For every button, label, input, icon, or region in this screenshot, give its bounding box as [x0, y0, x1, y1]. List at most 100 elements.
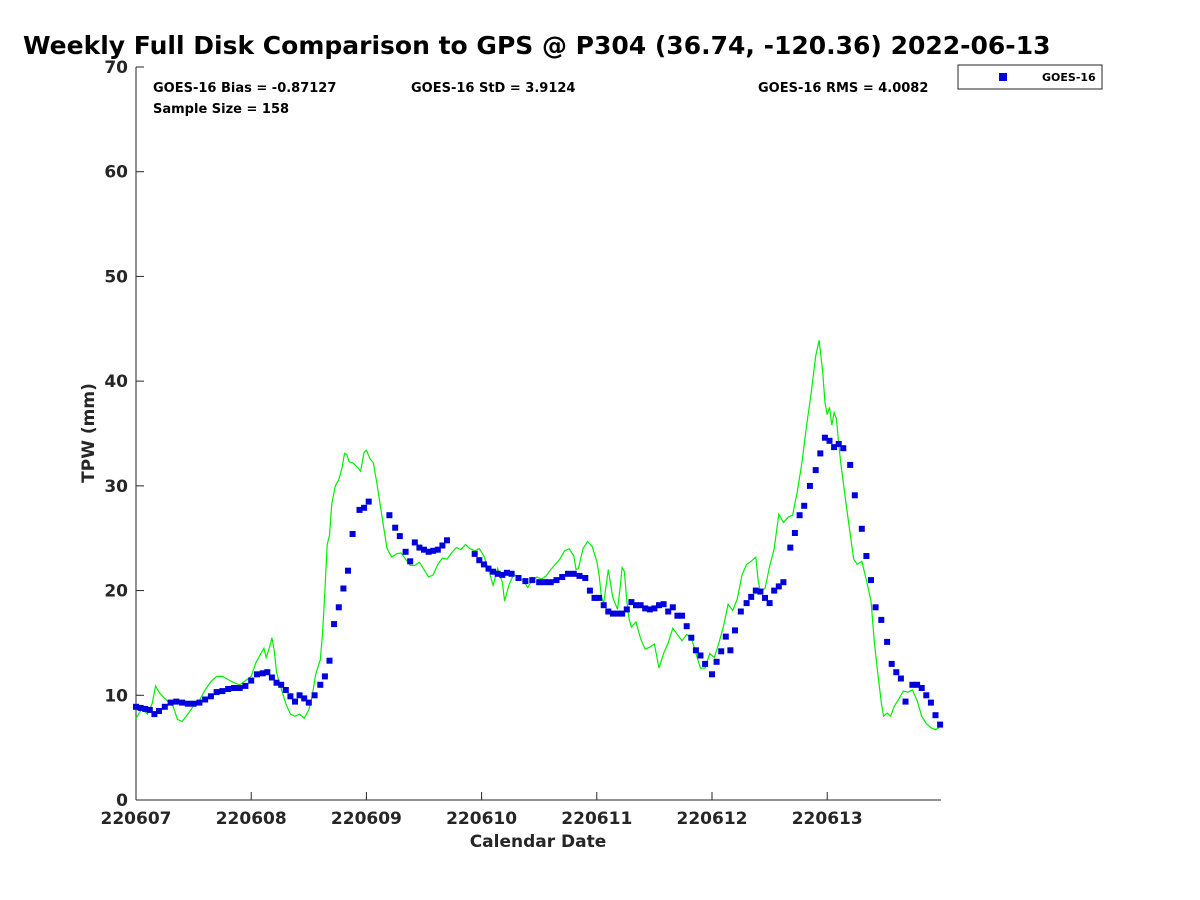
goes16-point [278, 681, 285, 688]
goes16-point [349, 531, 356, 537]
goes16-point [146, 706, 153, 713]
sample-size-stat: Sample Size = 158 [153, 102, 289, 117]
goes16-point [151, 711, 158, 718]
goes16-point [812, 467, 819, 474]
goes16-point [553, 577, 560, 584]
goes16-point [766, 600, 773, 607]
goes16-point [722, 633, 729, 640]
goes16-point [331, 621, 338, 628]
std-stat: GOES-16 StD = 3.9124 [411, 81, 575, 96]
legend: GOES-16 [957, 64, 1103, 90]
goes16-point [142, 705, 149, 712]
goes16-point [826, 437, 833, 444]
goes16-point [669, 604, 676, 611]
goes16-point [821, 434, 828, 441]
goes16-point [296, 692, 303, 699]
goes16-point [923, 692, 930, 699]
goes16-point [402, 548, 409, 555]
goes16-point [771, 587, 778, 594]
goes16-point [660, 601, 667, 608]
goes16-point [407, 558, 414, 565]
goes16-point [863, 553, 870, 559]
goes16-point [326, 657, 333, 664]
goes16-point [674, 612, 681, 619]
goes16-point [878, 616, 885, 623]
y-axis-label: TPW (mm) [79, 383, 99, 483]
goes16-point [851, 492, 858, 499]
goes16-point [273, 679, 280, 686]
goes16-point [268, 674, 275, 681]
goes16-point [937, 721, 944, 728]
goes16-point [656, 602, 662, 609]
goes16-point [133, 703, 139, 710]
goes16-point [499, 571, 506, 578]
goes16-point [219, 688, 226, 695]
goes16-point [248, 677, 255, 684]
goes16-point [835, 441, 842, 447]
goes16-point [356, 506, 363, 513]
goes16-point [609, 610, 616, 617]
goes16-point [801, 502, 808, 509]
goes16-point [416, 544, 423, 551]
goes16-point [796, 512, 803, 519]
goes16-point [225, 686, 232, 692]
goes16-points [133, 434, 944, 728]
goes16-point [872, 604, 879, 611]
goes16-point [932, 712, 939, 719]
goes16-point [335, 604, 342, 611]
goes16-point [868, 577, 874, 584]
goes16-point [633, 602, 639, 609]
goes16-point [646, 606, 653, 613]
goes16-point [317, 681, 324, 688]
goes16-point [242, 682, 249, 689]
goes16-point [396, 533, 403, 540]
x-tick-label: 220608 [216, 809, 287, 829]
goes16-point [259, 670, 266, 677]
goes16-point [787, 544, 794, 551]
y-tick-label: 10 [104, 686, 128, 706]
x-tick-label: 220609 [331, 809, 402, 829]
goes16-point [471, 550, 478, 557]
goes16-point [292, 698, 298, 705]
goes16-point [386, 512, 393, 519]
y-tick-label: 0 [116, 791, 128, 811]
goes16-point [637, 602, 644, 609]
goes16-point [586, 587, 593, 594]
goes16-point [392, 524, 399, 531]
goes16-point [709, 671, 715, 678]
x-tick-label: 220611 [561, 809, 632, 829]
legend-marker-goes16 [999, 73, 1007, 81]
x-tick-label: 220612 [677, 809, 748, 829]
goes16-point [137, 704, 144, 711]
goes16-point [207, 693, 214, 700]
goes16-point [732, 627, 738, 634]
goes16-point [642, 605, 649, 612]
goes16-point [591, 594, 598, 601]
goes16-point [542, 579, 548, 586]
goes16-point [914, 681, 921, 688]
y-tick-label: 30 [104, 477, 128, 497]
goes16-point [230, 685, 237, 691]
goes16-point [893, 669, 900, 676]
goes16-point [321, 673, 328, 680]
goes16-point [476, 557, 483, 564]
x-tick-label: 220613 [792, 809, 863, 829]
goes16-point [817, 450, 824, 457]
goes16-point [522, 578, 529, 585]
goes16-point [679, 612, 685, 619]
goes16-point [425, 548, 432, 555]
y-tick-label: 70 [104, 58, 128, 78]
goes16-point [727, 647, 734, 654]
goes16-point [345, 567, 351, 574]
goes16-point [421, 546, 427, 553]
goes16-point [752, 587, 759, 594]
goes16-point [311, 692, 318, 699]
legend-box [957, 64, 1103, 90]
goes16-point [619, 610, 626, 617]
x-axis-label: Calendar Date [470, 832, 607, 852]
goes16-point [190, 700, 197, 707]
goes16-point [282, 687, 289, 693]
goes16-point [179, 699, 186, 706]
goes16-point [254, 671, 260, 678]
goes16-point [529, 577, 536, 584]
